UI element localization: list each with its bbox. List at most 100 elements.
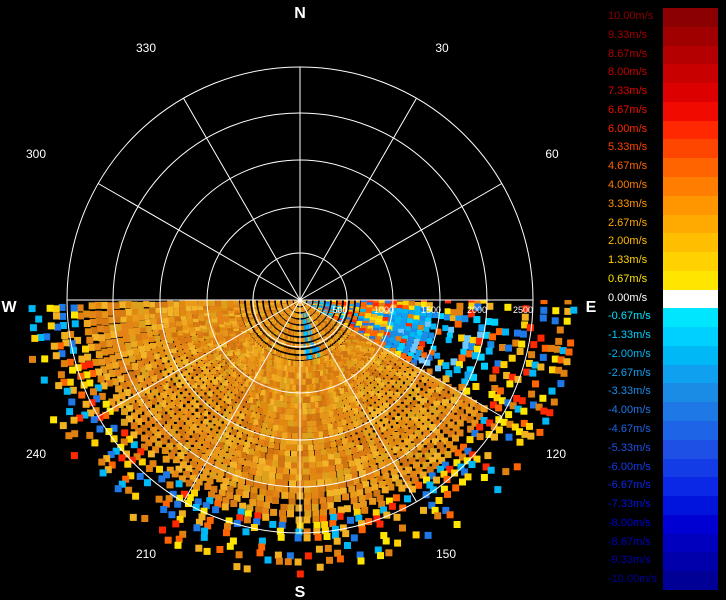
echo-cell	[419, 315, 426, 322]
echo-cell	[485, 347, 493, 355]
echo-cell	[449, 315, 456, 322]
echo-cell	[373, 416, 380, 423]
echo-cell	[130, 431, 138, 439]
echo-cell	[383, 358, 390, 365]
echo-cell	[218, 429, 225, 436]
echo-cell	[246, 303, 251, 308]
echo-cell	[264, 397, 271, 404]
echo-cell	[476, 433, 484, 441]
echo-cell	[438, 382, 446, 390]
echo-cell	[203, 300, 209, 306]
echo-cell	[114, 323, 122, 331]
echo-cell	[145, 350, 153, 358]
echo-cell	[189, 344, 195, 351]
echo-cell	[394, 539, 402, 547]
echo-cell	[172, 351, 179, 358]
echo-cell	[102, 325, 110, 333]
echo-cell	[430, 345, 437, 352]
echo-cell	[378, 309, 384, 316]
echo-cell	[431, 438, 439, 446]
echo-cell	[440, 485, 448, 493]
echo-cell	[245, 409, 252, 416]
echo-cell	[355, 362, 362, 369]
echo-cell	[383, 394, 389, 401]
legend-label: -6.00m/s	[608, 460, 651, 473]
echo-cell	[106, 308, 114, 316]
echo-cell	[400, 375, 407, 382]
echo-cell	[96, 325, 104, 333]
echo-cell	[382, 386, 389, 393]
echo-cell	[443, 476, 451, 483]
echo-cell	[392, 432, 400, 439]
echo-cell	[386, 341, 393, 348]
echo-cell	[315, 353, 320, 358]
echo-cell	[455, 361, 463, 369]
echo-cell	[413, 461, 420, 469]
echo-cell	[123, 450, 130, 458]
echo-cell	[154, 422, 162, 430]
echo-cell	[261, 409, 268, 416]
echo-cell	[242, 380, 249, 387]
echo-cell	[329, 416, 336, 423]
echo-cell	[246, 305, 251, 310]
echo-cell	[428, 433, 436, 441]
echo-cell	[150, 397, 158, 405]
echo-cell	[444, 490, 451, 498]
echo-cell	[551, 355, 559, 363]
echo-cell	[321, 460, 329, 468]
echo-cell	[252, 365, 259, 372]
echo-cell	[196, 346, 203, 353]
echo-cell	[121, 429, 129, 437]
echo-cell	[204, 522, 212, 530]
echo-cell	[109, 355, 117, 363]
echo-cell	[230, 500, 238, 507]
echo-cell	[197, 332, 203, 338]
echo-cell	[446, 332, 453, 339]
echo-cell	[527, 432, 535, 440]
azimuth-spokes	[67, 67, 533, 533]
echo-cell	[376, 495, 384, 502]
echo-cell	[496, 328, 503, 336]
echo-cell	[231, 416, 238, 423]
echo-cell	[355, 304, 360, 309]
echo-cell	[238, 385, 245, 392]
echo-cell	[386, 450, 394, 457]
echo-cell	[277, 419, 284, 426]
echo-cell	[200, 533, 208, 541]
echo-cell	[481, 362, 488, 370]
echo-cell	[323, 436, 330, 443]
echo-cell	[452, 434, 459, 442]
echo-cell	[386, 436, 394, 443]
echo-cell	[433, 452, 441, 460]
echo-cell	[273, 449, 280, 456]
echo-cell	[352, 452, 360, 460]
echo-cell	[389, 379, 396, 386]
echo-cell	[239, 502, 247, 510]
echo-cell	[317, 479, 325, 487]
echo-cell	[213, 433, 221, 441]
echo-cell	[394, 415, 401, 422]
echo-cell	[195, 464, 203, 472]
echo-cell	[379, 405, 386, 412]
echo-cell	[436, 396, 444, 404]
echo-cell	[243, 516, 251, 524]
echo-cell	[385, 478, 393, 485]
echo-cell	[459, 394, 467, 402]
echo-cell	[314, 533, 322, 541]
echo-cell	[492, 366, 500, 374]
echo-cell	[413, 438, 421, 446]
echo-cell	[189, 370, 196, 377]
echo-cell	[465, 406, 473, 414]
echo-cell	[319, 394, 326, 401]
echo-cell	[468, 461, 476, 468]
echo-cell	[340, 419, 347, 426]
echo-cell	[224, 390, 231, 397]
echo-cell	[484, 452, 492, 460]
echo-cell	[169, 359, 176, 366]
echo-cell	[284, 402, 291, 409]
echo-cell	[154, 404, 162, 412]
echo-cell	[433, 428, 441, 436]
echo-cell	[371, 451, 379, 459]
echo-cell	[136, 375, 144, 383]
echo-cell	[377, 421, 384, 428]
